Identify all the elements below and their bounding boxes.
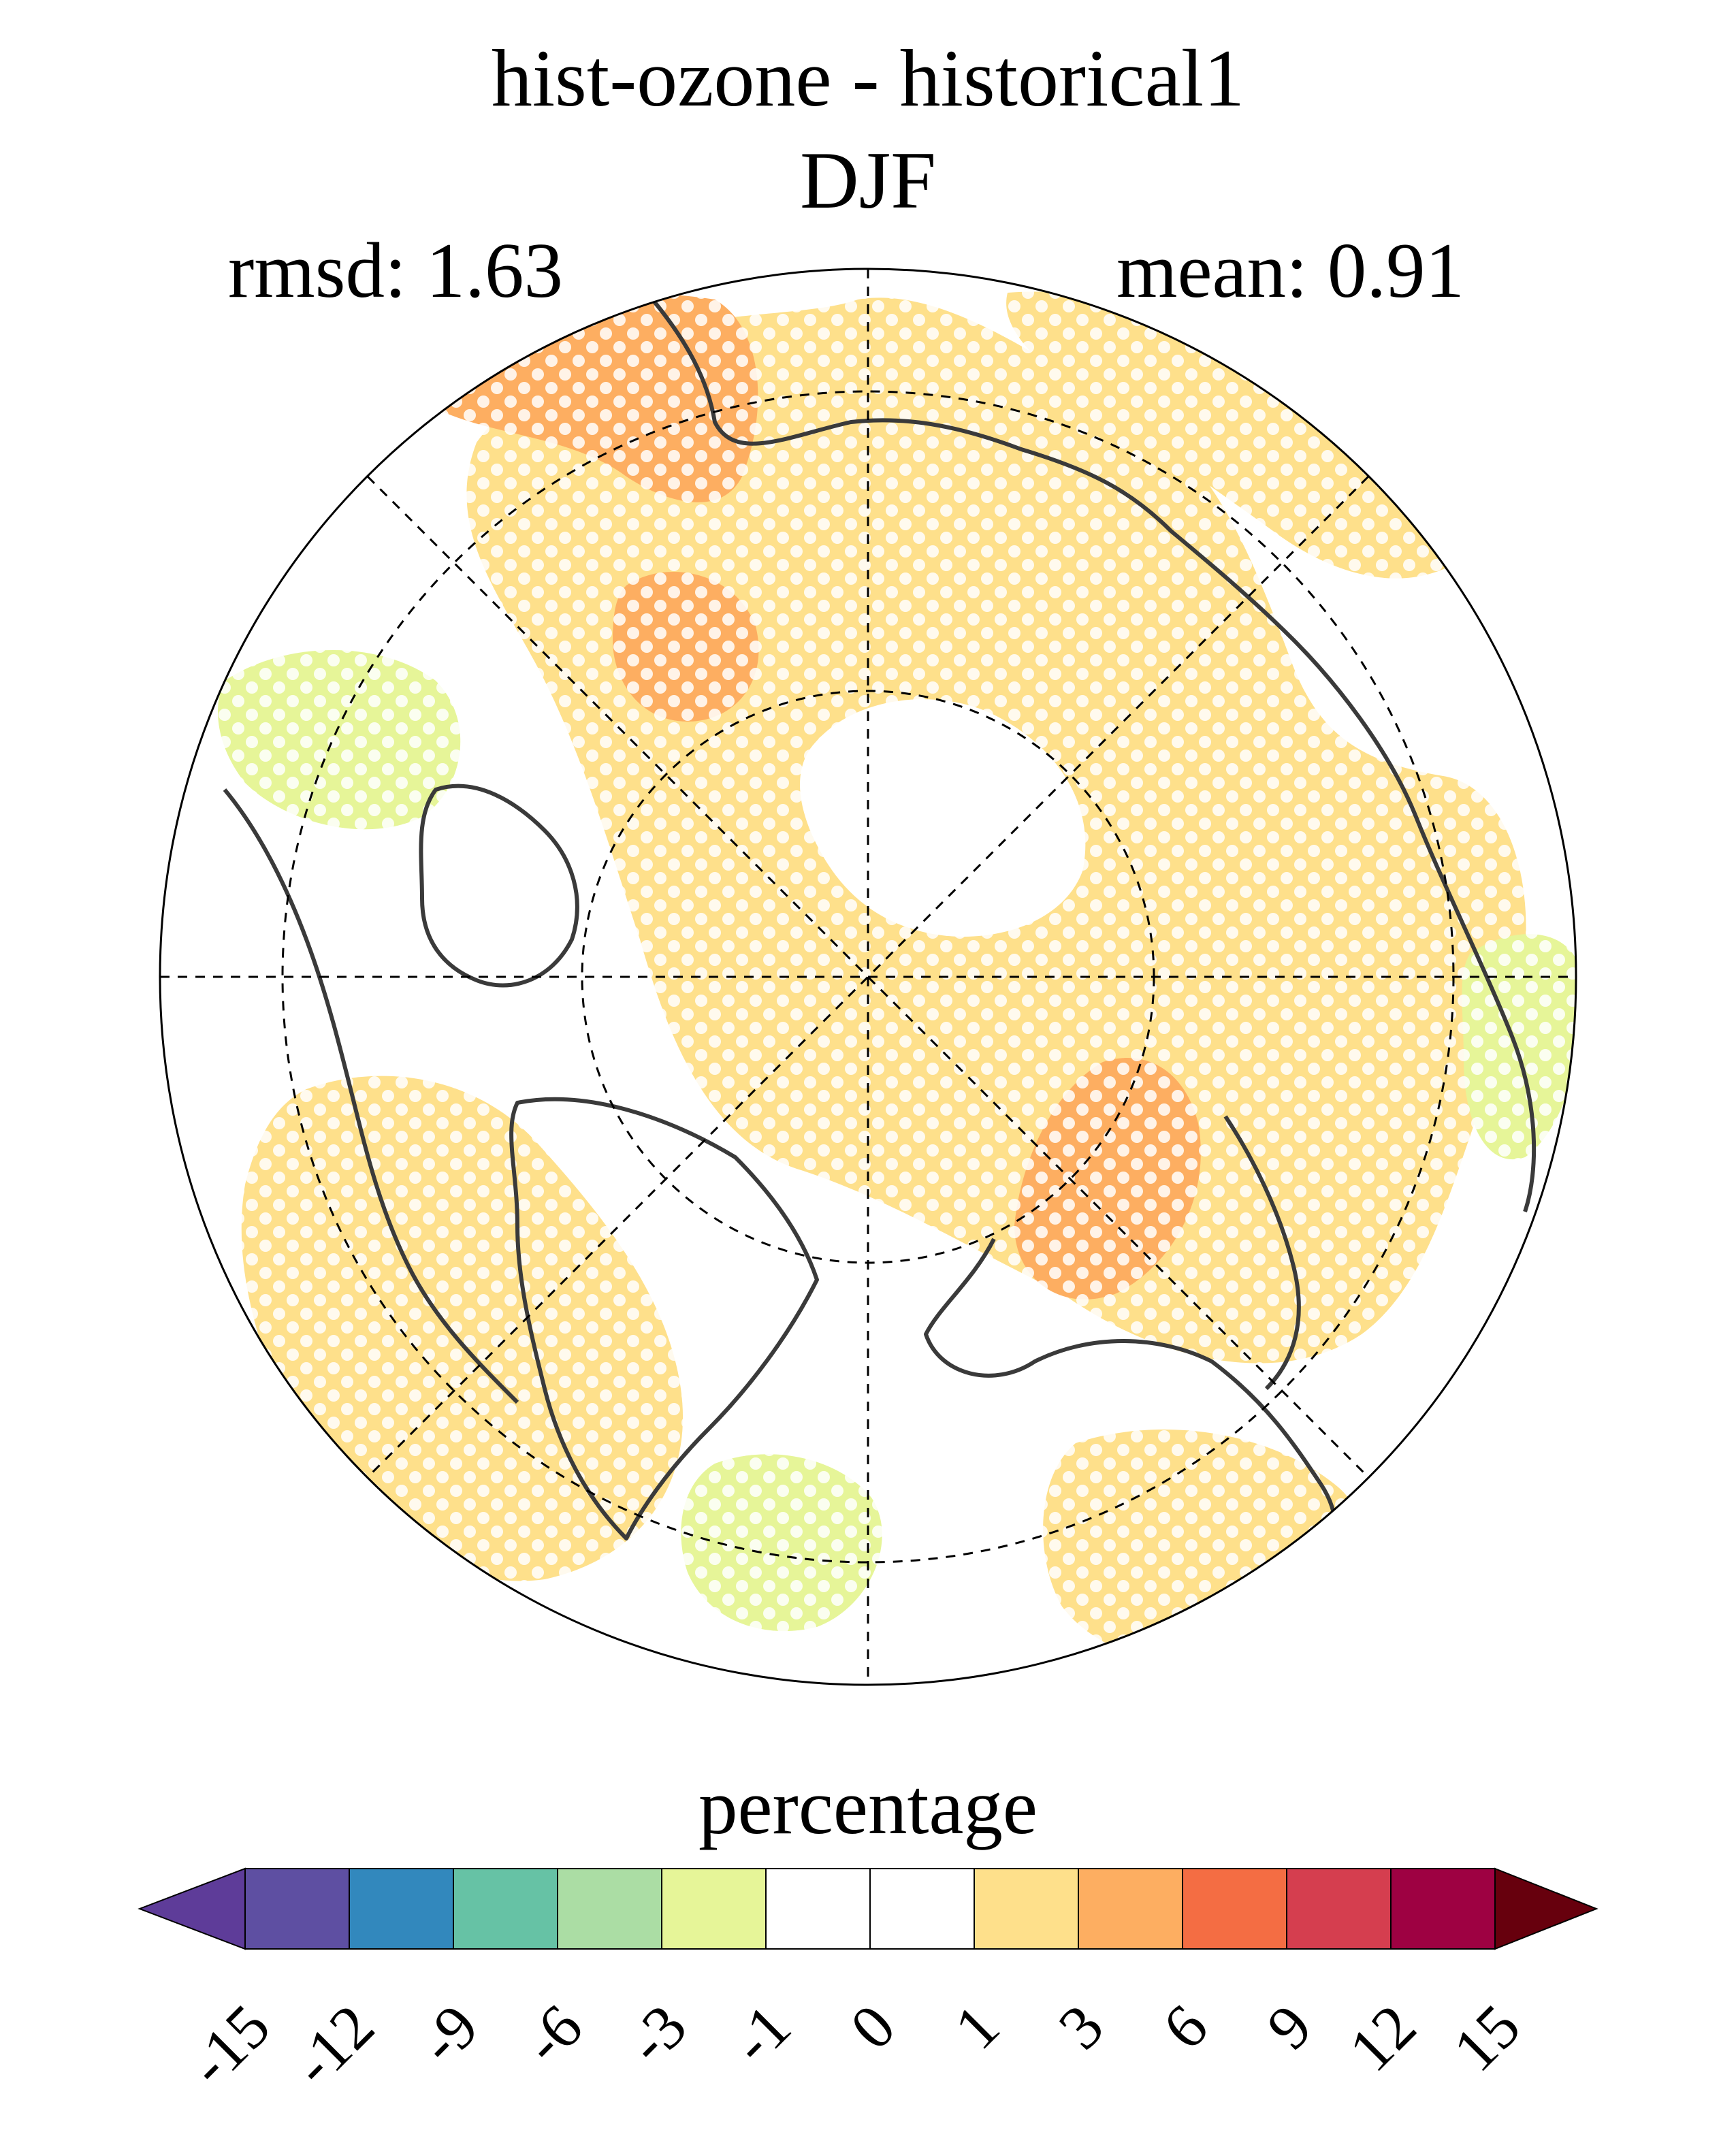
colorbar-box-7 <box>974 1868 1079 1950</box>
colorbar-box-4 <box>661 1868 767 1950</box>
map-boundary <box>159 268 1577 1686</box>
mean-label: mean: 0.91 <box>1116 227 1464 314</box>
colorbar-box-3 <box>557 1868 662 1950</box>
rmsd-label: rmsd: 1.63 <box>228 227 563 314</box>
coastline-layer <box>223 291 1537 1595</box>
coast-eurasia-north <box>645 291 1537 1212</box>
coast-canada-archipelago <box>419 784 579 988</box>
colorbar-title: percentage <box>698 1764 1038 1850</box>
colorbar-box-8 <box>1078 1868 1183 1950</box>
colorbar-extend-low <box>138 1867 246 1950</box>
season-label: DJF <box>799 135 937 225</box>
plot-title: hist-ozone - historical1 <box>491 33 1245 123</box>
graticule-layer <box>160 269 1576 1685</box>
meridian-diag-2 <box>366 475 1370 1479</box>
colorbar-box-10 <box>1286 1868 1392 1950</box>
coast-north-america <box>223 788 519 1404</box>
meridian-diag-1 <box>366 475 1370 1479</box>
polar-map <box>159 268 1577 1686</box>
coast-scandinavia <box>1223 1115 1301 1391</box>
colorbar-box-0 <box>244 1868 350 1950</box>
colorbar-extend-high <box>1494 1867 1598 1950</box>
colorbar-box-2 <box>453 1868 558 1950</box>
coast-greenland <box>509 1097 819 1540</box>
colorbar-box-9 <box>1182 1868 1287 1950</box>
colorbar-box-1 <box>349 1868 454 1950</box>
colorbar-box-5 <box>765 1868 871 1950</box>
colorbar-box-11 <box>1390 1868 1496 1950</box>
colorbar-box-6 <box>869 1868 975 1950</box>
coast-europe <box>924 1238 1338 1595</box>
